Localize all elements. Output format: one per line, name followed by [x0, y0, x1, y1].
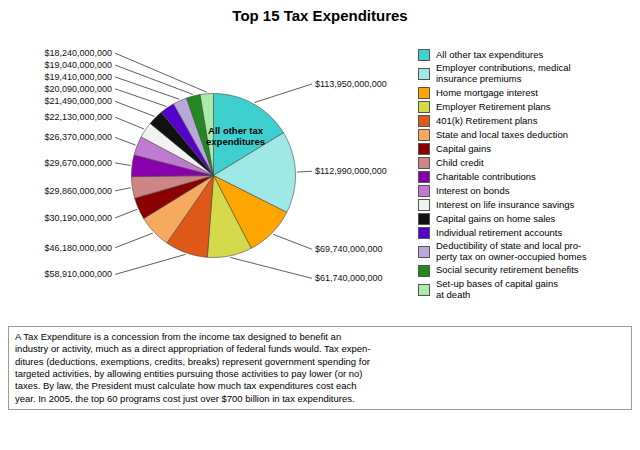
- html-text:Social security retirement ben: Social security retirement benefits: [436, 264, 579, 276]
- svg-text:$22,130,000,000: $22,130,000,000: [45, 112, 113, 122]
- svg-text:$19,040,000,000: $19,040,000,000: [45, 60, 113, 70]
- svg-text:$69,740,000,000: $69,740,000,000: [315, 244, 383, 254]
- html-text:Capital gains on home sales: Capital gains on home sales: [436, 212, 556, 224]
- svg-text:$26,370,000,000: $26,370,000,000: [45, 132, 113, 142]
- html-text:Interest on life insurance sav: Interest on life insurance savings: [436, 198, 575, 210]
- html-text:All other tax expenditures: All other tax expenditures: [436, 48, 544, 60]
- svg-text:All other taxexpenditures: All other taxexpenditures: [206, 125, 265, 146]
- html-text:Employer Retirement plans: Employer Retirement plans: [436, 100, 551, 112]
- svg-text:$19,410,000,000: $19,410,000,000: [45, 72, 113, 82]
- html-text:State and local taxes deductio: State and local taxes deduction: [436, 128, 568, 140]
- html-text:Child credit: Child credit: [436, 156, 484, 168]
- html-text:Individual retirement accounts: Individual retirement accounts: [436, 226, 563, 238]
- svg-text:$61,740,000,000: $61,740,000,000: [315, 273, 383, 283]
- html-text:Employer contributions, medica: Employer contributions, medical insuranc…: [436, 62, 571, 85]
- svg-text:$29,860,000,000: $29,860,000,000: [45, 186, 113, 196]
- svg-text:$21,490,000,000: $21,490,000,000: [45, 96, 113, 106]
- html-text:Set-up bases of capital gains: Set-up bases of capital gains at death: [436, 277, 558, 300]
- svg-text:$58,910,000,000: $58,910,000,000: [45, 269, 113, 279]
- svg-text:$112,990,000,000: $112,990,000,000: [315, 166, 387, 176]
- html-text:401(k) Retirement plans: 401(k) Retirement plans: [436, 114, 538, 126]
- svg-text:$30,190,000,000: $30,190,000,000: [45, 213, 113, 223]
- html-text:Capital gains: Capital gains: [436, 142, 491, 154]
- html-text:Home mortgage interest: Home mortgage interest: [436, 86, 538, 98]
- svg-text:$113,950,000,000: $113,950,000,000: [315, 79, 387, 89]
- html-text:Interest on bonds: Interest on bonds: [436, 184, 510, 196]
- html-text:A Tax Expenditure is a concess: A Tax Expenditure is a concession from t…: [15, 331, 371, 404]
- svg-text:$20,090,000,000: $20,090,000,000: [45, 84, 113, 94]
- html-text:Charitable contributions: Charitable contributions: [436, 170, 536, 182]
- svg-text:$46,180,000,000: $46,180,000,000: [45, 243, 113, 253]
- svg-text:$18,240,000,000: $18,240,000,000: [45, 48, 113, 58]
- svg-text:$29,670,000,000: $29,670,000,000: [45, 158, 113, 168]
- html-text:Deductibility of state and loc: Deductibility of state and local pro- pe…: [436, 240, 587, 262]
- html-text:Top 15 Tax Expenditures: Top 15 Tax Expenditures: [232, 7, 408, 24]
